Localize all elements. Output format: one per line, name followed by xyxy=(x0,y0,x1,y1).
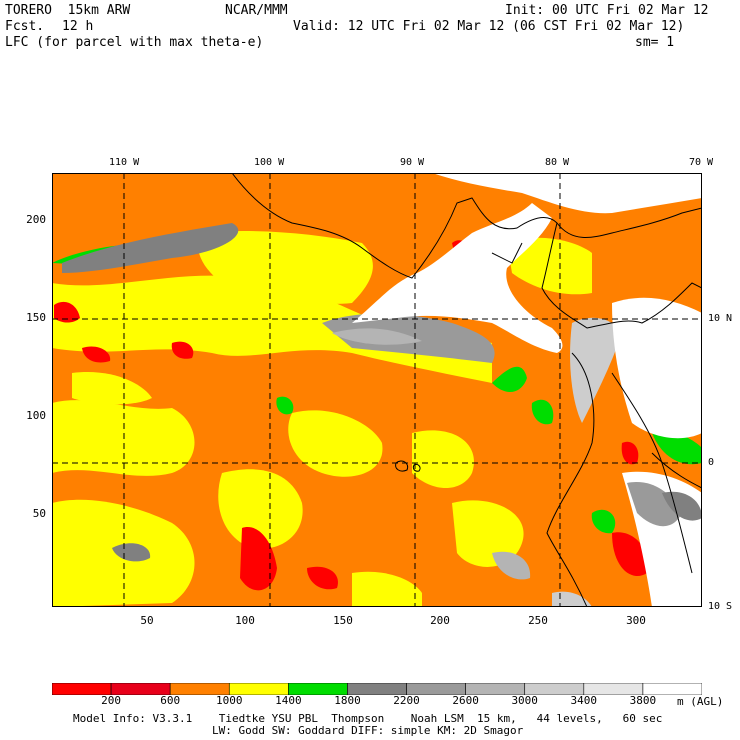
colorbar-units: m (AGL) xyxy=(677,695,724,708)
model-info-line2: LW: Godd SW: Goddard DIFF: simple KM: 2D… xyxy=(212,724,524,737)
forecast-label: Fcst. xyxy=(5,19,45,34)
x-tick-150: 150 xyxy=(333,614,353,627)
y-tick-200: 200 xyxy=(26,213,46,226)
yellow-regions xyxy=(52,231,592,607)
gray-regions xyxy=(62,223,531,580)
colorbar-label: 1400 xyxy=(275,694,302,707)
lon-label-110w: 110 W xyxy=(109,157,140,168)
colorbar-label: 3800 xyxy=(629,694,657,707)
smoothing-label: sm= 1 xyxy=(635,35,675,50)
x-tick-300: 300 xyxy=(626,614,646,627)
lfc-map xyxy=(52,173,702,607)
colorbar-label: 1000 xyxy=(216,694,243,707)
x-tick-100: 100 xyxy=(235,614,255,627)
andes-white-region xyxy=(552,297,702,607)
org-label: NCAR/MMM xyxy=(225,3,288,18)
colorbar xyxy=(52,683,702,695)
field-name: LFC (for parcel with max theta-e) xyxy=(5,35,264,50)
lon-label-70w: 70 W xyxy=(689,157,714,168)
graticule xyxy=(52,173,702,607)
colorbar-label: 600 xyxy=(160,694,181,707)
lon-label-100w: 100 W xyxy=(254,157,285,168)
colorbar-label: 200 xyxy=(101,694,122,707)
lon-label-90w: 90 W xyxy=(400,157,425,168)
lat-label-equator: 0 xyxy=(708,457,715,468)
colorbar-label: 3000 xyxy=(511,694,538,707)
y-tick-50: 50 xyxy=(32,507,46,520)
valid-time: Valid: 12 UTC Fri 02 Mar 12 (06 CST Fri … xyxy=(293,19,685,34)
model-info-line1: Model Info: V3.3.1 Tiedtke YSU PBL Thomp… xyxy=(73,712,663,725)
x-tick-250: 250 xyxy=(528,614,548,627)
map-border xyxy=(52,173,702,607)
lat-label-10s: 10 S xyxy=(708,601,733,612)
y-tick-100: 100 xyxy=(26,409,46,422)
x-tick-50: 50 xyxy=(140,614,154,627)
colorbar-label: 3400 xyxy=(570,694,598,707)
lat-label-10n: 10 N xyxy=(708,313,733,324)
model-title: TORERO 15km ARW xyxy=(5,3,131,18)
colorbar-label: 2200 xyxy=(393,694,420,707)
coastlines xyxy=(231,173,702,607)
colorbar-label: 1800 xyxy=(334,694,361,707)
forecast-hour: 12 h xyxy=(62,19,94,34)
colorbar-label: 2600 xyxy=(452,694,479,707)
init-time: Init: 00 UTC Fri 02 Mar 12 xyxy=(505,3,709,18)
central-america-land xyxy=(352,173,702,353)
lon-label-80w: 80 W xyxy=(545,157,570,168)
x-tick-200: 200 xyxy=(430,614,450,627)
y-tick-150: 150 xyxy=(26,311,46,324)
